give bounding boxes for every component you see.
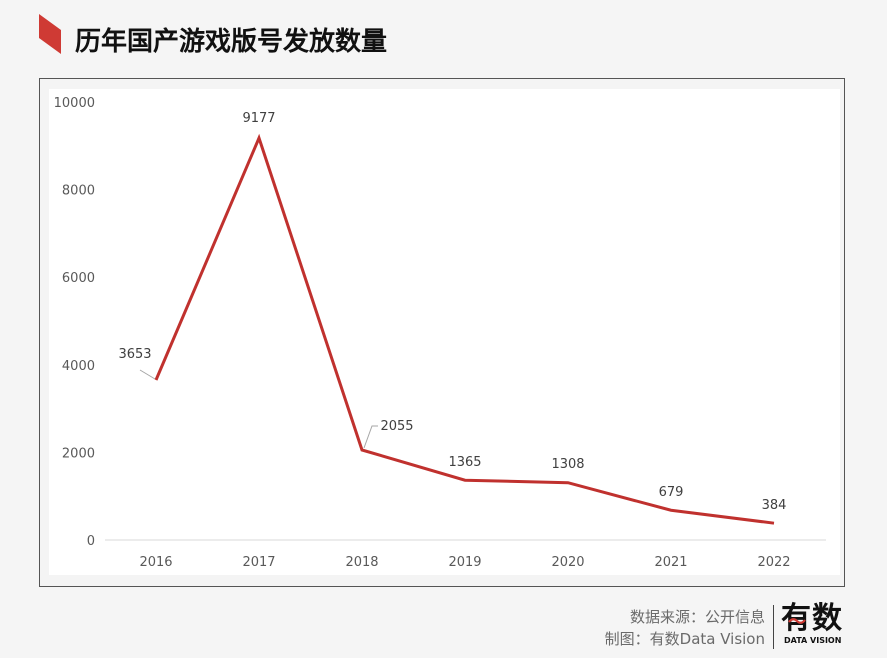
- data-label: 1365: [448, 455, 481, 470]
- y-tick-label: 8000: [62, 184, 95, 199]
- source-text: 数据来源：公开信息: [629, 608, 765, 626]
- y-axis: 0 2000 4000 6000 8000 10000: [54, 96, 95, 549]
- credit-text: 制图：有数Data Vision: [604, 630, 765, 648]
- data-label: 384: [762, 498, 787, 513]
- data-label: 679: [659, 485, 684, 500]
- brand-logo: 有数 DATA VISION: [781, 602, 847, 652]
- y-tick-label: 2000: [62, 446, 95, 461]
- x-tick-label: 2021: [654, 555, 687, 570]
- x-tick-label: 2017: [242, 555, 275, 570]
- leader-line: [139, 369, 156, 380]
- label-leader-lines: [139, 369, 378, 449]
- data-labels: 3653 9177 2055 1365 1308 679 384: [118, 111, 786, 513]
- footer-source-block: 数据来源：公开信息 制图：有数Data Vision: [605, 606, 765, 650]
- x-tick-label: 2019: [448, 555, 481, 570]
- logo-english-text: DATA VISION: [784, 636, 842, 645]
- leader-line: [363, 425, 378, 449]
- x-tick-label: 2016: [139, 555, 172, 570]
- data-label: 1308: [551, 457, 584, 472]
- x-tick-label: 2018: [345, 555, 378, 570]
- footer-divider: [773, 605, 774, 649]
- x-tick-label: 2022: [757, 555, 790, 570]
- y-tick-label: 10000: [54, 96, 95, 111]
- x-tick-label: 2020: [551, 555, 584, 570]
- data-label: 2055: [380, 419, 413, 434]
- data-label: 9177: [242, 111, 275, 126]
- title-accent-marker: [39, 14, 61, 54]
- y-tick-label: 0: [87, 534, 95, 549]
- page-title: 历年国产游戏版号发放数量: [75, 27, 388, 57]
- logo-wave-icon: [788, 618, 806, 624]
- series-line: [154, 133, 775, 525]
- x-axis: 2016 2017 2018 2019 2020 2021 2022: [139, 555, 790, 570]
- y-tick-label: 4000: [62, 359, 95, 374]
- y-tick-label: 6000: [62, 271, 95, 286]
- logo-chinese-text: 有数: [781, 601, 843, 636]
- data-label: 3653: [118, 347, 151, 362]
- chart-panel: [49, 89, 840, 575]
